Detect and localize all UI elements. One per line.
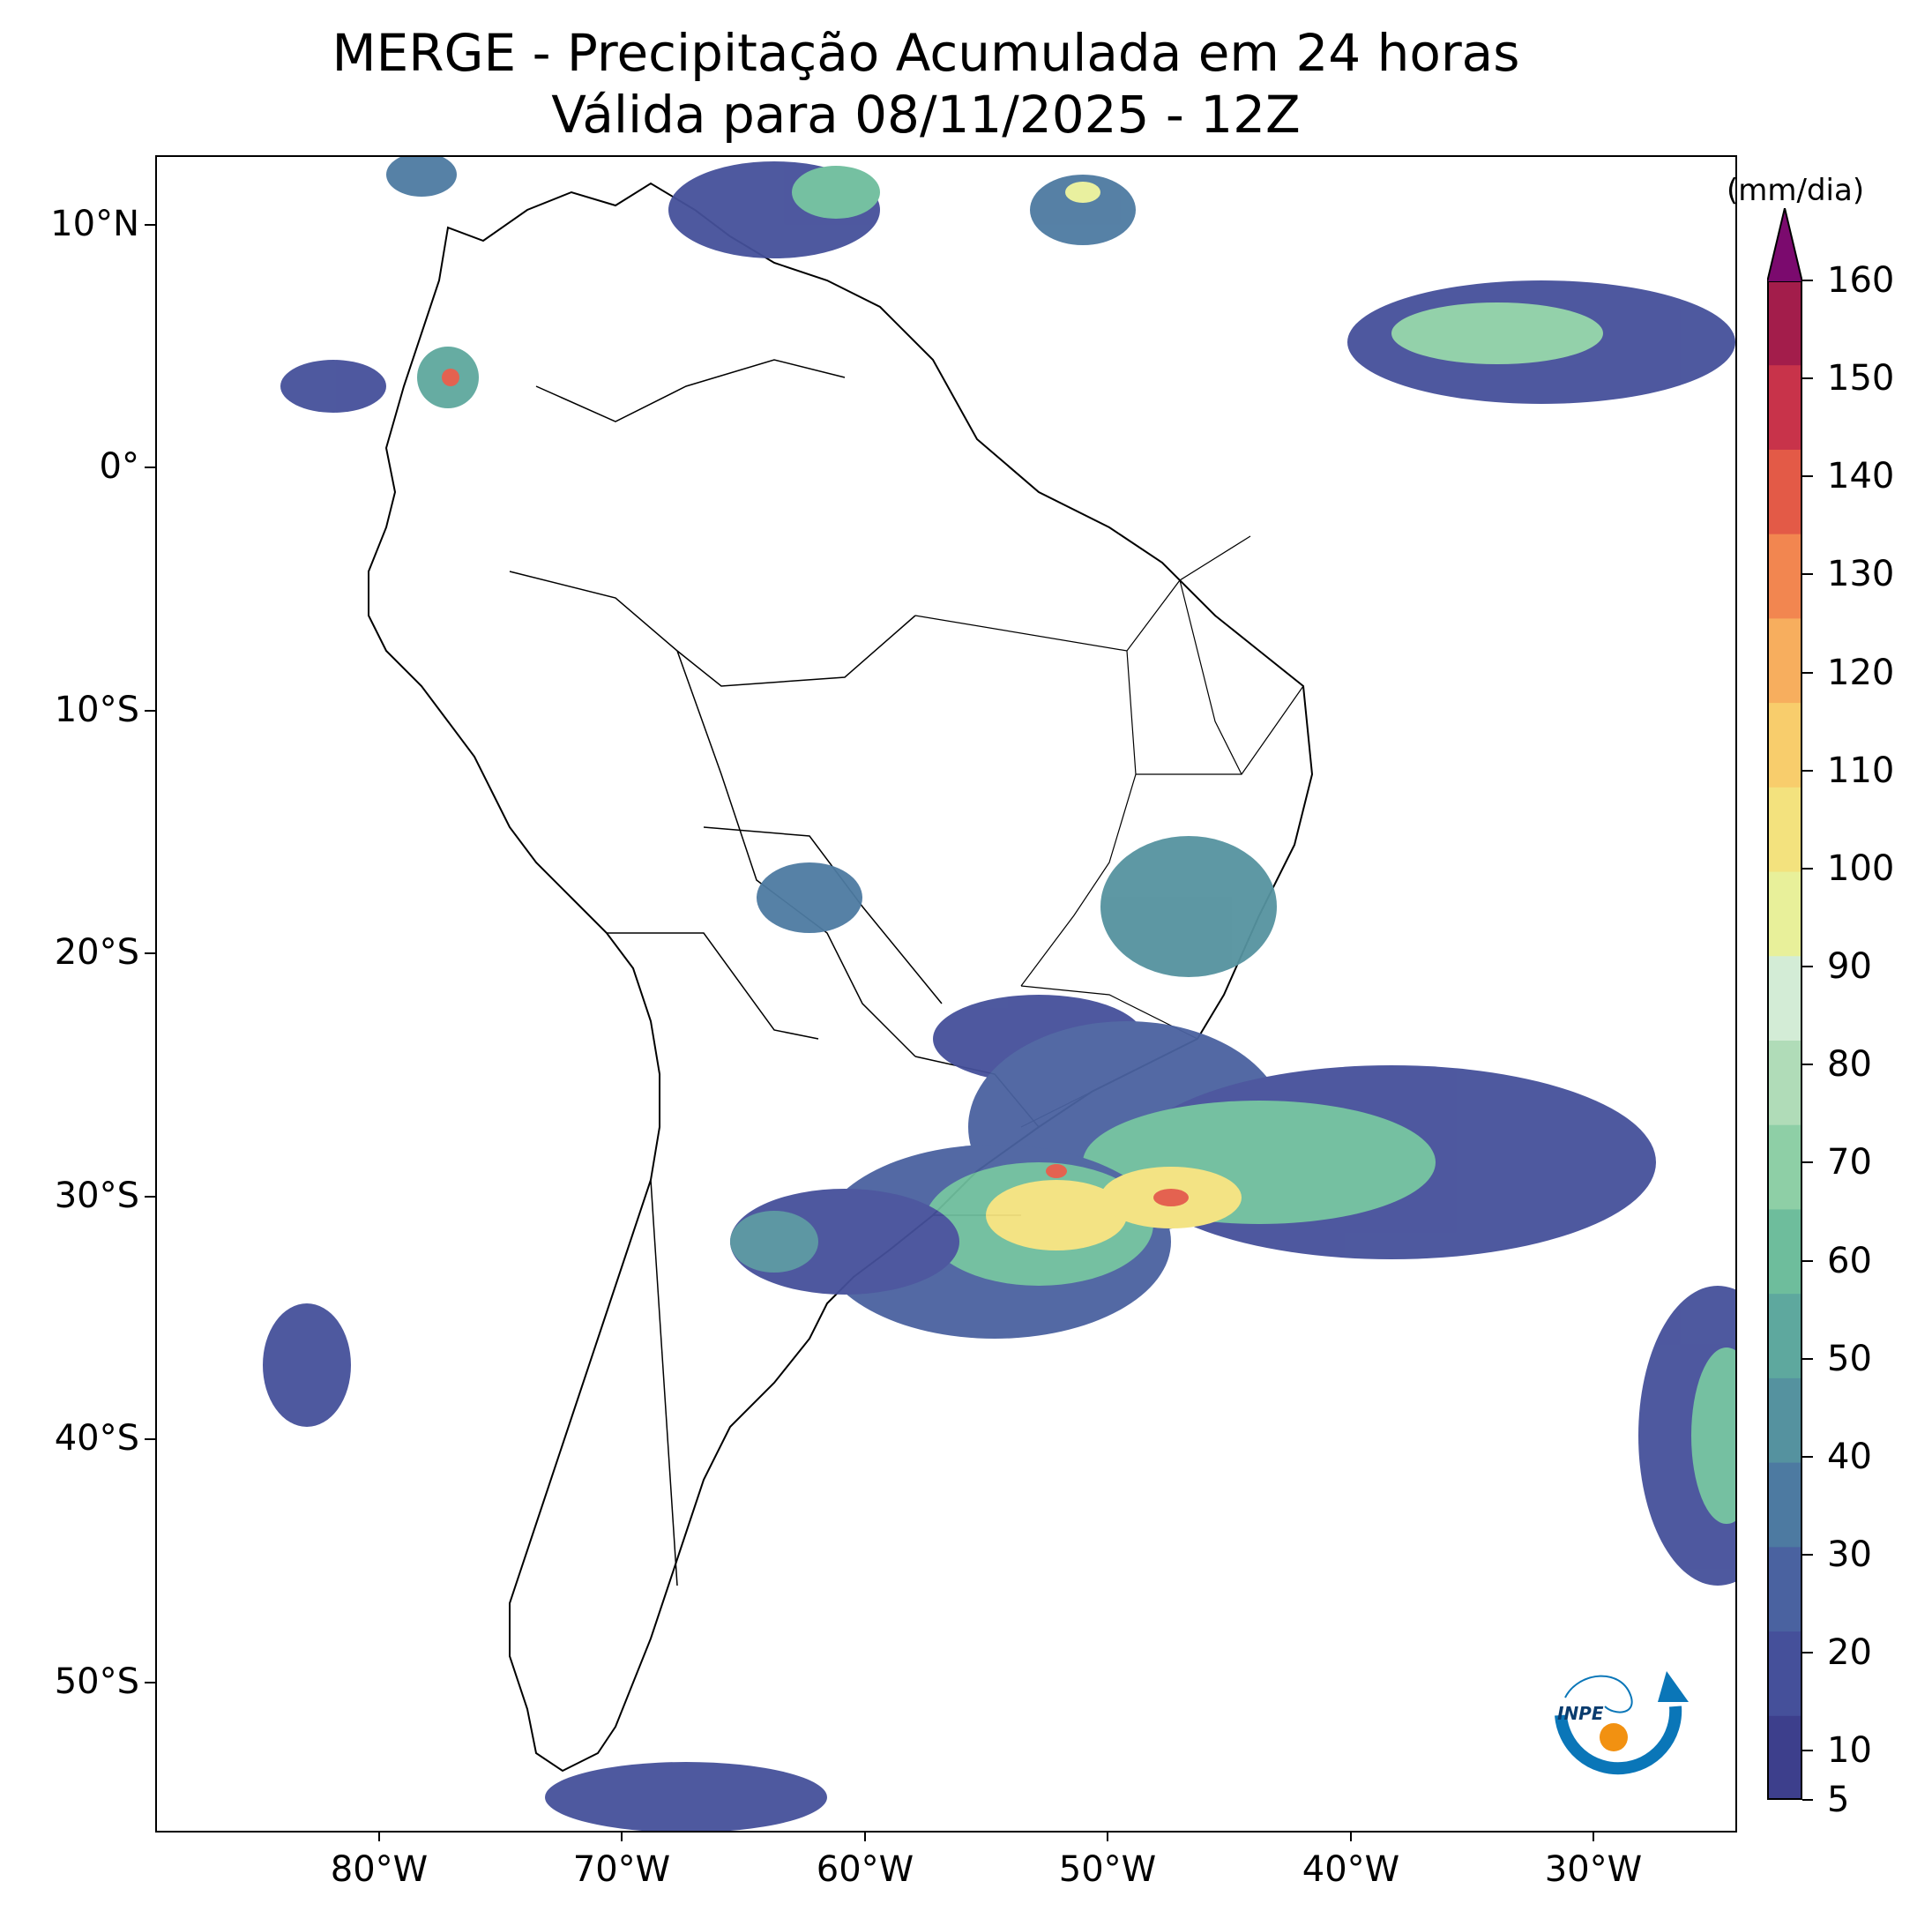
lat-tickmark xyxy=(145,710,155,712)
colorbar-band xyxy=(1767,871,1802,957)
lat-tick-label: 40°S xyxy=(54,1418,139,1459)
lon-tick-label: 80°W xyxy=(330,1849,429,1890)
colorbar-tick xyxy=(1802,475,1813,478)
colorbar-tick xyxy=(1802,1652,1813,1654)
colorbar-tick xyxy=(1802,1799,1813,1801)
precipitation-map xyxy=(155,155,1737,1833)
colorbar-band xyxy=(1767,449,1802,534)
lon-tick-label: 70°W xyxy=(572,1849,671,1890)
colorbar-tick xyxy=(1802,1554,1813,1556)
lon-tick-label: 50°W xyxy=(1058,1849,1157,1890)
lat-tickmark xyxy=(145,467,155,468)
colorbar-band xyxy=(1767,1715,1802,1800)
colorbar-label: 90 xyxy=(1827,946,1872,988)
lat-tickmark xyxy=(145,1438,155,1440)
colorbar-band xyxy=(1767,364,1802,450)
colorbar-tick xyxy=(1802,1259,1813,1262)
colorbar-units: (mm/dia) xyxy=(1727,173,1865,208)
colorbar-band xyxy=(1767,617,1802,704)
lon-tickmark xyxy=(1593,1831,1594,1841)
colorbar-label: 130 xyxy=(1827,554,1895,595)
map-subtitle: Válida para 08/11/2025 - 12Z xyxy=(551,85,1301,145)
colorbar-tick xyxy=(1802,1455,1813,1458)
colorbar-label: 50 xyxy=(1827,1338,1872,1379)
colorbar-band xyxy=(1767,1546,1802,1632)
lat-tickmark xyxy=(145,1196,155,1198)
colorbar-band xyxy=(1767,787,1802,872)
colorbar-band xyxy=(1767,1293,1802,1378)
lat-tick-label: 50°S xyxy=(54,1661,139,1702)
colorbar-label: 10 xyxy=(1827,1730,1872,1772)
colorbar-band xyxy=(1767,1040,1802,1125)
colorbar-label: 60 xyxy=(1827,1240,1872,1281)
colorbar-band xyxy=(1767,280,1802,366)
lat-tick-label: 20°S xyxy=(54,932,139,973)
lat-tick-label: 0° xyxy=(99,446,139,487)
colorbar-extend-arrow xyxy=(1767,208,1802,282)
colorbar-label: 20 xyxy=(1827,1632,1872,1674)
country-borders xyxy=(509,359,1040,1586)
colorbar-tick xyxy=(1802,573,1813,576)
inpe-logo-text: INPE xyxy=(1557,1703,1604,1724)
colorbar-tick xyxy=(1802,671,1813,674)
colorbar-label: 120 xyxy=(1827,652,1895,693)
precip-field xyxy=(263,157,1735,1831)
colorbar-tick xyxy=(1802,1161,1813,1164)
lon-tick-label: 30°W xyxy=(1544,1849,1643,1890)
colorbar-label: 100 xyxy=(1827,847,1895,889)
colorbar-tick xyxy=(1802,280,1813,281)
colorbar-label: 140 xyxy=(1827,456,1895,497)
lat-tick-label: 10°S xyxy=(54,690,139,730)
colorbar-label: 110 xyxy=(1827,750,1895,791)
colorbar-band xyxy=(1767,1462,1802,1548)
lon-tickmark xyxy=(864,1831,866,1841)
lat-tick-label: 10°N xyxy=(50,204,139,244)
state-borders xyxy=(914,535,1304,1128)
lon-tickmark xyxy=(378,1831,380,1841)
colorbar-band xyxy=(1767,955,1802,1041)
colorbar xyxy=(1767,280,1802,1800)
colorbar-band xyxy=(1767,534,1802,619)
colorbar-label: 30 xyxy=(1827,1534,1872,1576)
lat-tickmark xyxy=(145,224,155,226)
colorbar-label: 70 xyxy=(1827,1142,1872,1183)
lon-tick-label: 60°W xyxy=(816,1849,914,1890)
colorbar-label: 160 xyxy=(1827,260,1895,301)
lon-tickmark xyxy=(1107,1831,1108,1841)
colorbar-label: 80 xyxy=(1827,1044,1872,1086)
colorbar-label: 150 xyxy=(1827,358,1895,399)
continent-outline xyxy=(368,182,1314,1773)
lat-tick-label: 30°S xyxy=(54,1176,139,1216)
colorbar-label: 5 xyxy=(1827,1780,1850,1820)
lat-tickmark xyxy=(145,1682,155,1683)
lat-tickmark xyxy=(145,952,155,954)
colorbar-tick xyxy=(1802,1750,1813,1752)
colorbar-tick xyxy=(1802,966,1813,968)
colorbar-band xyxy=(1767,702,1802,788)
colorbar-tick xyxy=(1802,867,1813,870)
colorbar-label: 40 xyxy=(1827,1436,1872,1477)
map-canvas xyxy=(263,157,1735,1831)
inpe-logo: INPE xyxy=(1555,1671,1689,1775)
colorbar-band xyxy=(1767,1377,1802,1463)
colorbar-band xyxy=(1767,1208,1802,1295)
colorbar-tick xyxy=(1802,1064,1813,1066)
lon-tickmark xyxy=(621,1831,623,1841)
map-title: MERGE - Precipitação Acumulada em 24 hor… xyxy=(332,23,1520,83)
colorbar-band xyxy=(1767,1631,1802,1716)
colorbar-tick xyxy=(1802,769,1813,772)
colorbar-tick xyxy=(1802,377,1813,380)
colorbar-band xyxy=(1767,1124,1802,1210)
lon-tickmark xyxy=(1350,1831,1352,1841)
colorbar-tick xyxy=(1802,1357,1813,1360)
lon-tick-label: 40°W xyxy=(1302,1849,1400,1890)
